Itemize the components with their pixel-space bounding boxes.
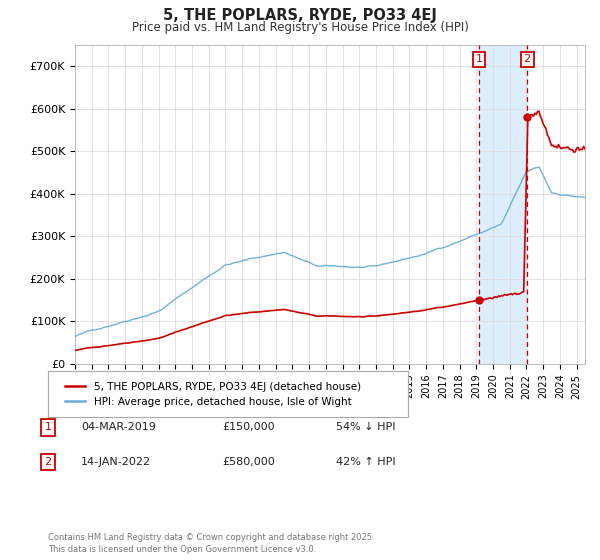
Text: 1: 1 [476,54,482,64]
Text: 5, THE POPLARS, RYDE, PO33 4EJ: 5, THE POPLARS, RYDE, PO33 4EJ [163,8,437,24]
Text: 14-JAN-2022: 14-JAN-2022 [81,457,151,467]
Text: 04-MAR-2019: 04-MAR-2019 [81,422,156,432]
Legend: 5, THE POPLARS, RYDE, PO33 4EJ (detached house), HPI: Average price, detached ho: 5, THE POPLARS, RYDE, PO33 4EJ (detached… [61,377,365,411]
Bar [479,45,527,364]
Text: 42% ↑ HPI: 42% ↑ HPI [336,457,395,467]
Text: 54% ↓ HPI: 54% ↓ HPI [336,422,395,432]
Text: £580,000: £580,000 [222,457,275,467]
Text: 2: 2 [44,457,52,467]
Text: Contains HM Land Registry data © Crown copyright and database right 2025.
This d: Contains HM Land Registry data © Crown c… [48,533,374,554]
Text: 1: 1 [44,422,52,432]
Text: £150,000: £150,000 [222,422,275,432]
Text: Price paid vs. HM Land Registry's House Price Index (HPI): Price paid vs. HM Land Registry's House … [131,21,469,34]
Text: 2: 2 [524,54,531,64]
